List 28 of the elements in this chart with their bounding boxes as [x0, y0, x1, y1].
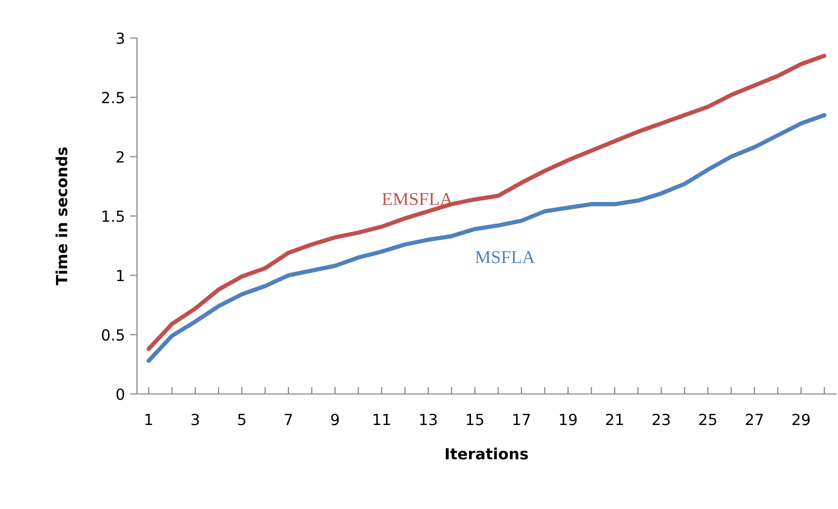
x-tick-label: 7 [284, 414, 292, 426]
x-tick-label: 19 [560, 414, 577, 426]
x-tick-label: 25 [699, 414, 716, 426]
y-tick-label: 0 [116, 388, 124, 400]
y-tick-label: 3 [116, 32, 124, 44]
y-tick-label: 2 [116, 151, 124, 162]
x-tick-label: 21 [606, 414, 623, 426]
x-tick-label: 1 [145, 414, 152, 426]
x-tick-label: 15 [466, 414, 484, 426]
y-tick-label: 2.5 [102, 92, 124, 104]
x-tick-label: 27 [746, 414, 763, 426]
x-tick-label: 5 [238, 414, 246, 426]
x-tick-label: 3 [192, 414, 199, 426]
x-tick-label: 9 [331, 414, 339, 426]
x-tick-label: 29 [792, 414, 810, 426]
y-axis-title: Time in seconds [56, 147, 68, 286]
line-series [146, 113, 826, 363]
y-tick-label: 1.5 [102, 210, 124, 222]
x-tick-label: 11 [374, 414, 390, 426]
y-tick-label: 0.5 [102, 329, 124, 341]
x-axis-title: Iterations [446, 448, 528, 460]
y-tick-label: 1 [117, 270, 124, 282]
series-label: EMSFLA [382, 192, 453, 206]
series-label: MSFLA [475, 251, 535, 264]
x-tick-label: 23 [652, 414, 670, 426]
line-series [146, 54, 826, 351]
x-tick-label: 17 [513, 414, 530, 426]
x-tick-label: 13 [420, 414, 437, 426]
